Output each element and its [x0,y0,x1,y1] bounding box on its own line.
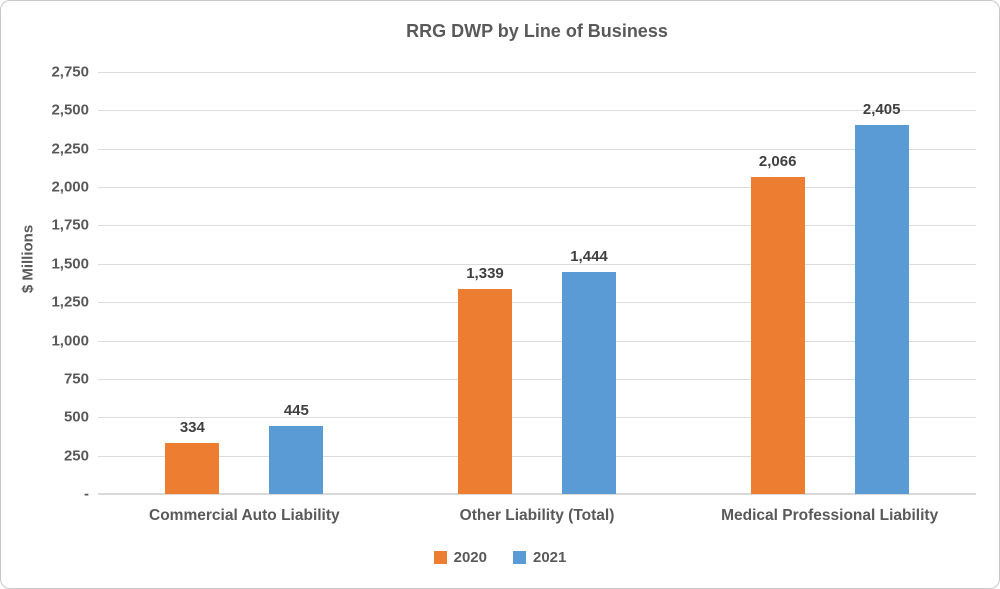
legend: 2020 2021 [1,549,999,566]
gridline-1750 [98,225,976,227]
legend-label-2020: 2020 [453,549,487,566]
legend-item-2021: 2021 [513,549,566,566]
x-category-label-other-liability-total: Other Liability (Total) [459,507,615,524]
legend-item-2020: 2020 [433,549,487,566]
bar-data-label-2020-commercial-auto-liability: 334 [179,418,205,436]
y-tick-label-2500: 2,500 [51,101,89,119]
bar-data-label-2021-commercial-auto-liability: 445 [283,401,309,419]
legend-swatch-icon-2020 [433,551,447,564]
gridline-1000 [98,340,976,342]
y-tick-label-750: 750 [63,370,89,388]
bar-2020-other-liability-total [458,288,512,494]
gridline-750 [98,378,976,380]
y-tick-label-2750: 2,750 [51,63,89,81]
bar-2021-medical-professional-liability [854,124,909,494]
bar-2020-medical-professional-liability [750,176,805,494]
y-tick-label-2250: 2,250 [51,140,89,158]
bar-data-label-2021-other-liability-total: 1,444 [570,248,608,266]
bar-2020-commercial-auto-liability [165,442,220,494]
gridline-1500 [98,263,976,265]
plot-area: 334 445 1,339 1,444 2,066 2,405 [98,72,976,495]
y-tick-label-0: - [84,485,89,503]
gridline-2500 [98,110,976,112]
chart-title: RRG DWP by Line of Business [406,21,668,41]
y-tick-label-1250: 1,250 [51,293,89,311]
x-category-label-medical-professional-liability: Medical Professional Liability [721,507,939,524]
y-tick-label-250: 250 [63,447,89,465]
gridline-2750 [98,72,976,73]
gridline-250 [98,455,976,457]
y-tick-label-1000: 1,000 [51,332,89,350]
bar-data-label-2020-other-liability-total: 1,339 [466,264,504,282]
legend-label-2021: 2021 [533,549,567,566]
bar-2021-other-liability-total [562,272,616,494]
bar-2021-commercial-auto-liability [269,425,324,494]
gridline-1250 [98,302,976,304]
gridline-2250 [98,148,976,150]
y-tick-label-2000: 2,000 [51,178,89,196]
gridline-500 [98,417,976,419]
bar-data-label-2021-medical-professional-liability: 2,405 [862,100,901,118]
y-tick-label-1500: 1,500 [51,255,89,273]
legend-swatch-icon-2021 [513,551,526,564]
y-tick-label-1750: 1,750 [51,216,89,234]
x-category-label-commercial-auto-liability: Commercial Auto Liability [149,507,340,524]
y-tick-label-500: 500 [63,408,89,426]
bar-data-label-2020-medical-professional-liability: 2,066 [758,152,797,170]
gridline-2000 [98,187,976,189]
x-axis-line [98,493,976,495]
